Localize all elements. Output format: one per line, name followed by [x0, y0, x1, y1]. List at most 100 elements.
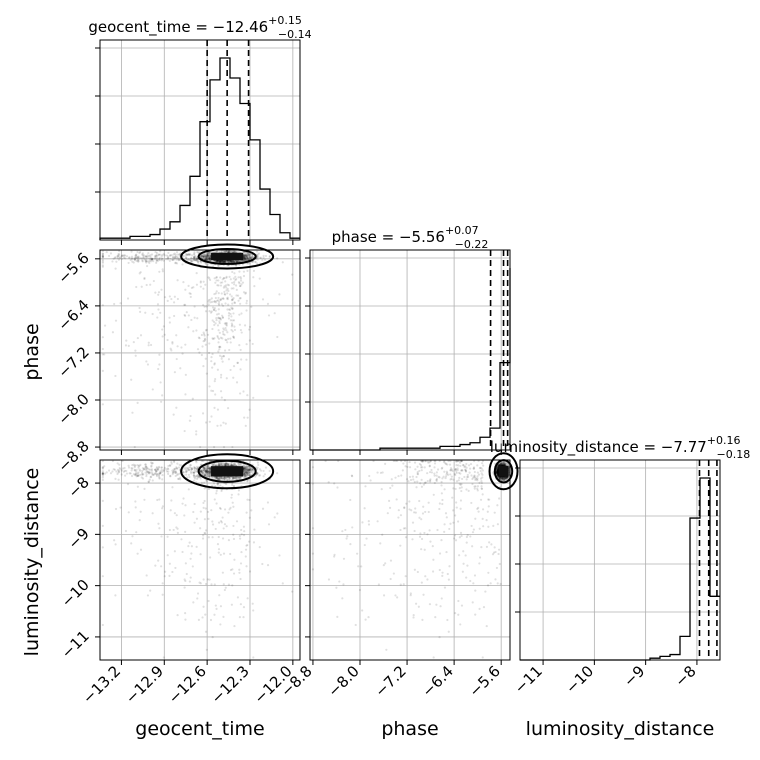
sample-point [247, 254, 251, 257]
sample-point [215, 276, 218, 279]
sample-point [135, 468, 138, 471]
sample-point [233, 301, 236, 304]
sample-point [237, 299, 240, 302]
sample-point [233, 260, 236, 263]
sample-point [201, 345, 204, 348]
sample-point [250, 471, 253, 474]
sample-point [120, 257, 123, 260]
sample-point [197, 336, 200, 339]
sample-point [217, 312, 220, 315]
sample-point [189, 295, 192, 299]
sample-point [245, 255, 248, 259]
sample-point [445, 516, 448, 519]
sample-point [101, 403, 104, 406]
sample-point [139, 463, 142, 466]
sample-point [202, 280, 205, 283]
sample-point [181, 502, 184, 505]
sample-point [169, 475, 172, 478]
sample-point [166, 257, 169, 260]
sample-point [192, 253, 196, 256]
sample-point [134, 500, 137, 503]
sample-point [209, 258, 212, 262]
sample-point [251, 255, 254, 258]
sample-point [250, 468, 253, 471]
sample-point [142, 256, 145, 259]
sample-point [101, 250, 104, 253]
sample-point [193, 258, 196, 261]
sample-point [224, 322, 227, 325]
sample-point [226, 341, 229, 344]
sample-point [218, 348, 221, 351]
sample-point [229, 260, 232, 263]
sample-point [165, 258, 168, 261]
sample-point [202, 303, 205, 307]
sample-point [184, 303, 187, 306]
sample-point [219, 623, 222, 626]
sample-point [379, 471, 383, 474]
sample-point [239, 392, 242, 395]
sample-point [184, 254, 187, 257]
sample-point [232, 533, 235, 536]
panel-1-0 [99, 249, 301, 451]
sample-point [145, 465, 148, 468]
sample-point [433, 472, 436, 475]
sample-point [139, 334, 143, 337]
sample-point [492, 524, 495, 527]
sample-point [221, 316, 224, 319]
sample-point [239, 260, 242, 263]
sample-point [215, 260, 218, 263]
sample-point [291, 273, 294, 276]
sample-point [217, 296, 220, 300]
sample-point [189, 258, 192, 262]
sample-point [246, 256, 249, 259]
sample-point [165, 468, 168, 471]
sample-point [213, 337, 216, 340]
sample-point [189, 259, 193, 262]
sample-point [214, 301, 217, 304]
sample-point [231, 501, 234, 504]
sample-point [212, 259, 215, 262]
sample-point [133, 256, 136, 259]
sample-point [222, 260, 226, 263]
sample-point [111, 331, 115, 334]
sample-point [216, 368, 219, 371]
sample-point [204, 253, 208, 256]
sample-point [217, 259, 221, 262]
sample-point [211, 636, 214, 639]
sample-point [218, 260, 221, 263]
sample-point [219, 376, 223, 379]
sample-point [218, 260, 221, 263]
sample-point [209, 251, 212, 254]
sample-point [187, 473, 191, 476]
sample-point [438, 568, 441, 572]
sample-point [245, 256, 248, 260]
sample-point [214, 296, 217, 300]
sample-point [243, 465, 247, 468]
sample-point [268, 255, 271, 259]
sample-point [206, 254, 209, 257]
sample-point [232, 296, 235, 300]
sample-point [158, 258, 161, 261]
sample-point [228, 348, 231, 352]
sample-point [169, 254, 172, 257]
sample-point [208, 251, 211, 255]
sample-point [252, 396, 255, 399]
sample-point [239, 279, 243, 282]
sample-point [203, 255, 207, 258]
sample-point [480, 481, 483, 485]
sample-point [430, 471, 434, 474]
sample-point [251, 256, 254, 259]
sample-point [144, 311, 147, 314]
sample-point [215, 492, 218, 495]
sample-point [208, 420, 211, 423]
sample-point [196, 257, 199, 261]
sample-point [217, 302, 220, 305]
sample-point [207, 254, 210, 257]
sample-point [224, 250, 228, 253]
sample-point [224, 477, 227, 480]
sample-point [239, 603, 242, 606]
sample-point [232, 335, 235, 338]
sample-point [144, 471, 147, 474]
sample-point [151, 258, 154, 261]
sample-point [187, 466, 190, 469]
